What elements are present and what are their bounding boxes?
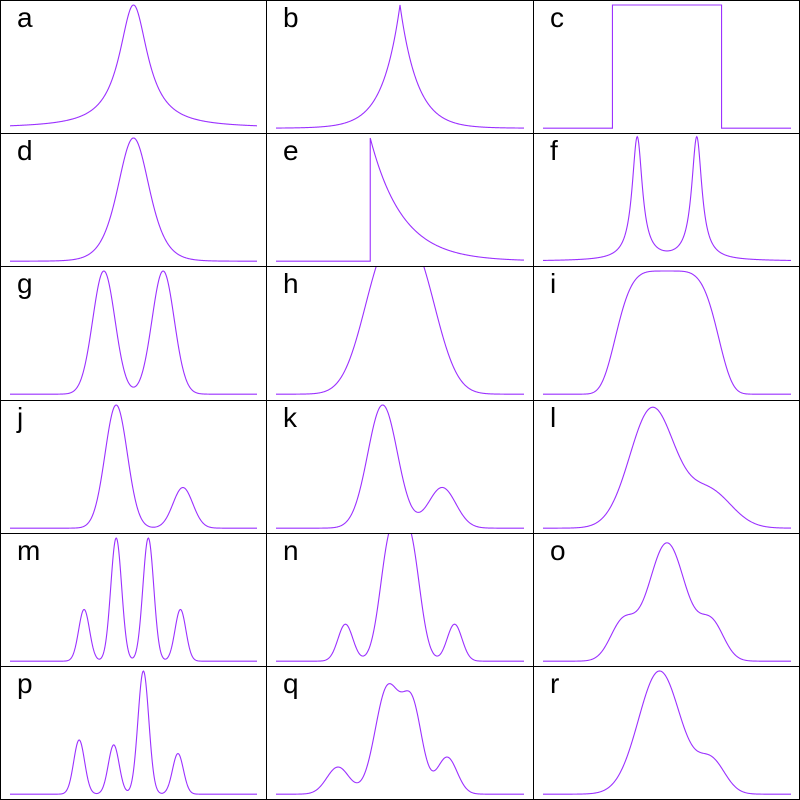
curve-e xyxy=(276,138,525,262)
panel-label-r: r xyxy=(550,667,560,699)
curve-k xyxy=(276,403,524,529)
curve-m xyxy=(10,536,257,662)
panel-label-g: g xyxy=(17,268,33,300)
curve-c xyxy=(543,4,791,129)
curve-d xyxy=(10,137,257,262)
panel-o: o xyxy=(533,532,800,666)
panel-plot-h xyxy=(276,267,524,396)
panel-plot-a xyxy=(9,4,258,127)
panel-plot-g xyxy=(10,270,257,396)
panel-plot-f xyxy=(542,135,792,262)
panel-h: h xyxy=(266,266,533,400)
curve-p xyxy=(10,670,257,795)
panel-label-l: l xyxy=(550,401,557,433)
panel-i: i xyxy=(533,266,800,400)
panel-p: p xyxy=(0,665,266,799)
panel-plot-d xyxy=(10,137,257,262)
panel-plot-i xyxy=(543,270,791,396)
curve-o xyxy=(543,541,791,662)
panel-plot-n xyxy=(276,533,524,662)
panel-label-i: i xyxy=(550,268,557,300)
panel-plot-o xyxy=(543,541,791,662)
panel-r: r xyxy=(533,665,800,799)
curve-q xyxy=(276,682,524,795)
panel-n: n xyxy=(266,532,533,666)
panel-label-h: h xyxy=(283,268,299,300)
panel-b: b xyxy=(266,0,533,134)
panel-label-j: j xyxy=(17,401,24,433)
curve-f xyxy=(542,135,792,262)
curve-g xyxy=(10,270,257,396)
panel-k: k xyxy=(266,399,533,533)
curve-i xyxy=(543,270,791,396)
curve-j xyxy=(10,403,257,529)
panel-plot-m xyxy=(10,536,257,662)
curve-l xyxy=(543,406,792,529)
panel-j: j xyxy=(0,399,266,533)
panel-e: e xyxy=(266,133,533,267)
panel-label-k: k xyxy=(283,401,297,433)
panel-plot-b xyxy=(276,4,524,129)
panel-plot-k xyxy=(276,403,524,529)
panel-label-m: m xyxy=(17,534,41,566)
panel-l: l xyxy=(533,399,800,533)
panel-q: q xyxy=(266,665,533,799)
panel-d: d xyxy=(0,133,266,267)
panel-m: m xyxy=(0,532,266,666)
panel-plot-q xyxy=(276,682,524,795)
panel-plot-e xyxy=(276,138,525,262)
panel-plot-l xyxy=(543,406,792,529)
panel-label-n: n xyxy=(283,534,299,566)
panel-c: c xyxy=(533,0,800,134)
panel-label-d: d xyxy=(17,135,33,167)
panel-label-q: q xyxy=(283,667,299,699)
panel-label-c: c xyxy=(550,2,564,33)
panel-label-o: o xyxy=(550,534,566,566)
curve-n xyxy=(276,533,524,662)
panel-plot-p xyxy=(10,670,257,795)
panel-plot-c xyxy=(543,4,791,129)
panel-label-e: e xyxy=(283,135,299,167)
curve-h xyxy=(276,267,524,396)
panel-a: a xyxy=(0,0,266,134)
curve-b xyxy=(276,4,524,129)
panel-plot-r xyxy=(543,670,791,795)
panel-label-p: p xyxy=(17,667,33,699)
panel-label-b: b xyxy=(283,2,299,33)
panel-g: g xyxy=(0,266,266,400)
curve-a xyxy=(9,4,258,127)
panel-label-f: f xyxy=(550,135,558,167)
panel-label-a: a xyxy=(17,2,33,33)
panel-plot-j xyxy=(10,403,257,529)
panel-f: f xyxy=(533,133,800,267)
curve-r xyxy=(543,670,791,795)
